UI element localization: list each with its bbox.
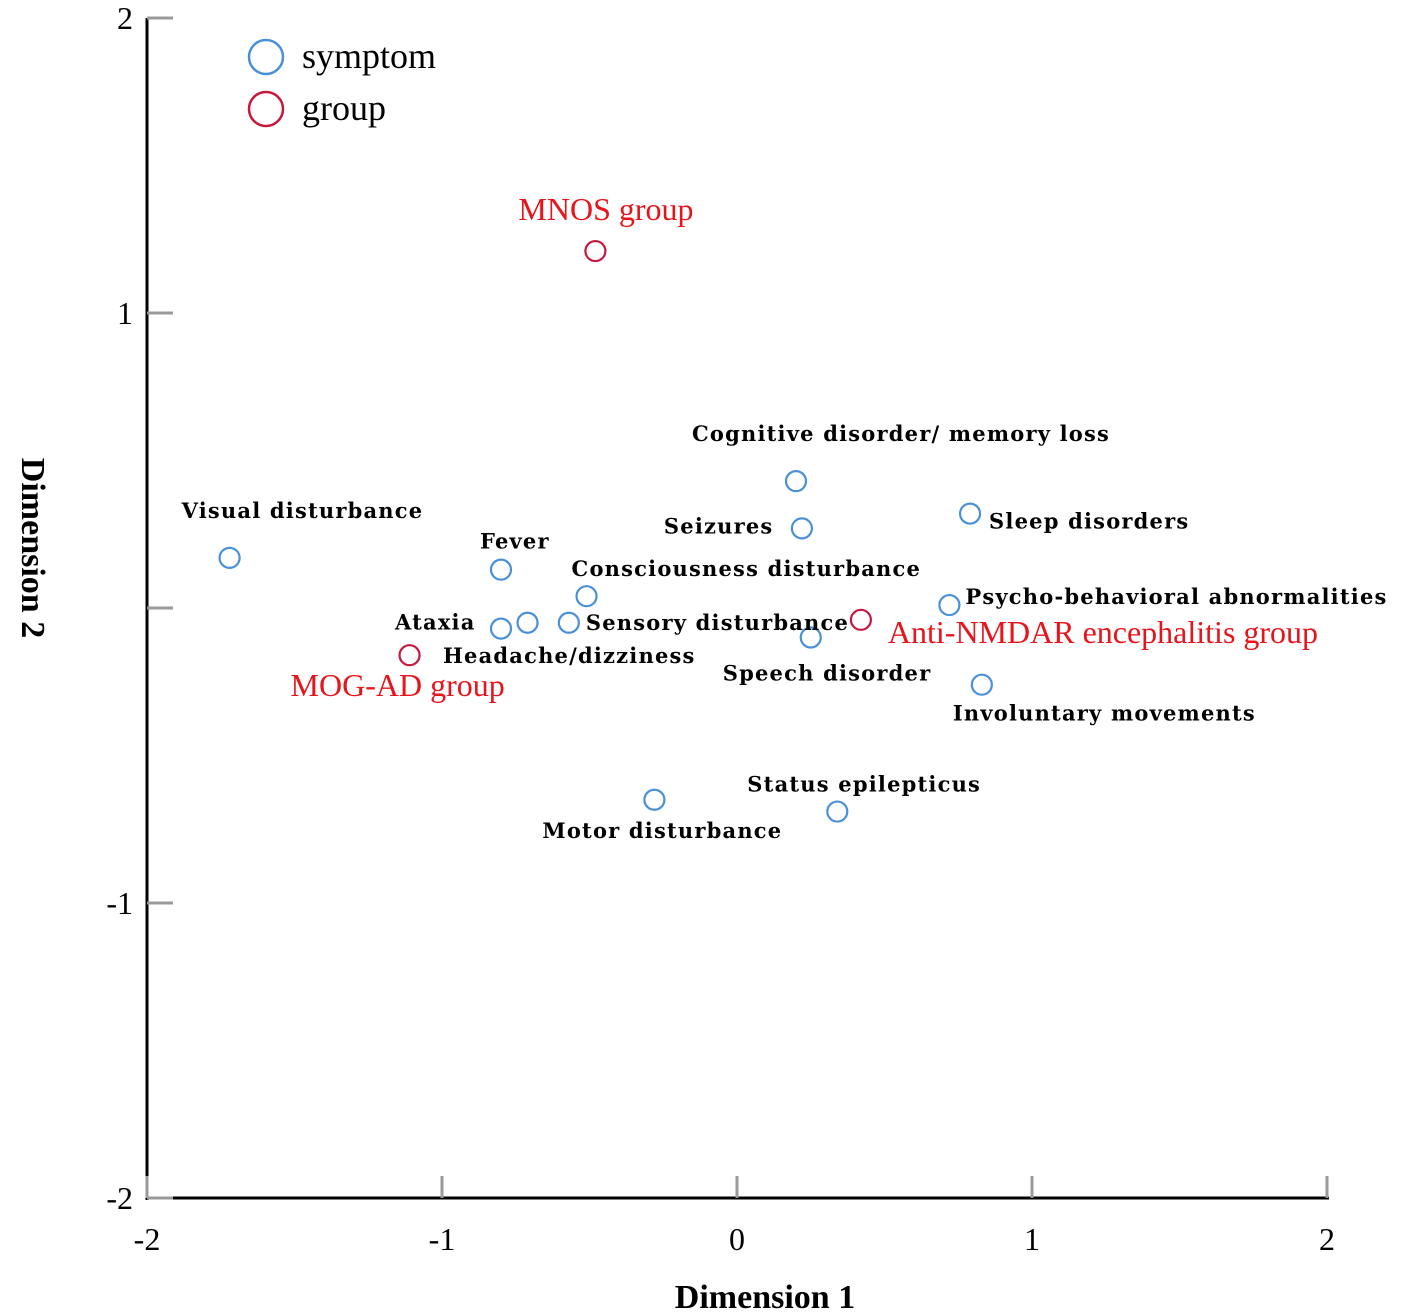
symptom-point [516, 611, 539, 634]
symptom-label: Consciousness disturbance [572, 556, 921, 581]
x-tick-label: 0 [729, 1221, 745, 1257]
group-point [398, 644, 421, 667]
data-points [218, 239, 993, 823]
group-label: MOG-AD group [291, 667, 505, 703]
legend-marker [247, 90, 285, 128]
symptom-label: Ataxia [394, 610, 476, 635]
ticks: -2 -1 0 1 2 -2 -1 1 2 [106, 0, 1335, 1257]
symptom-label: Seizures [664, 513, 774, 538]
symptom-point [575, 585, 598, 608]
legend-label: symptom [302, 36, 436, 76]
group-label: MNOS group [518, 191, 693, 227]
symptom-point [557, 611, 580, 634]
symptom-label: Speech disorder [723, 661, 932, 686]
symptom-point [218, 546, 241, 569]
legend-label: group [302, 88, 386, 128]
x-tick-label: -2 [134, 1221, 161, 1257]
symptom-point [826, 800, 849, 823]
symptom-label: Headache/dizziness [443, 643, 696, 668]
symptom-label: Fever [480, 529, 550, 554]
symptom-point [938, 593, 961, 617]
symptom-point [790, 517, 814, 540]
group-point [584, 239, 607, 263]
y-tick-label: -1 [106, 885, 133, 921]
y-tick-label: 1 [117, 295, 133, 331]
symptom-label: Motor disturbance [542, 818, 782, 843]
x-tick-label: -1 [429, 1221, 456, 1257]
legend-marker [247, 38, 285, 76]
symptom-point [489, 558, 513, 581]
y-tick-label: 2 [117, 0, 133, 36]
x-axis-title: Dimension 1 [675, 1279, 855, 1316]
symptom-label: Visual disturbance [181, 498, 424, 523]
y-axis-title: Dimension 2 [14, 458, 51, 638]
symptom-point [784, 470, 808, 493]
legend: symptom group [247, 36, 436, 128]
symptom-label: Involuntary movements [953, 701, 1256, 726]
symptom-label: Sleep disorders [989, 509, 1189, 534]
point-labels: Cognitive disorder/ memory loss Seizures S… [181, 191, 1387, 843]
x-tick-label: 2 [1319, 1221, 1335, 1257]
symptom-label: Cognitive disorder/ memory loss [692, 421, 1110, 446]
x-tick-label: 1 [1024, 1221, 1040, 1257]
symptom-point [489, 617, 513, 640]
symptom-label: Status epilepticus [747, 772, 981, 797]
symptom-label: Psycho-behavioral abnormalities [965, 584, 1387, 609]
y-tick-label: -2 [106, 1180, 133, 1216]
symptom-point [799, 626, 822, 649]
group-label: Anti-NMDAR encephalitis group [888, 614, 1318, 650]
symptom-point [970, 673, 993, 696]
symptom-label: Sensory disturbance [586, 610, 849, 635]
group-point [849, 608, 873, 631]
symptom-point [958, 502, 982, 525]
symptom-point [643, 788, 666, 811]
